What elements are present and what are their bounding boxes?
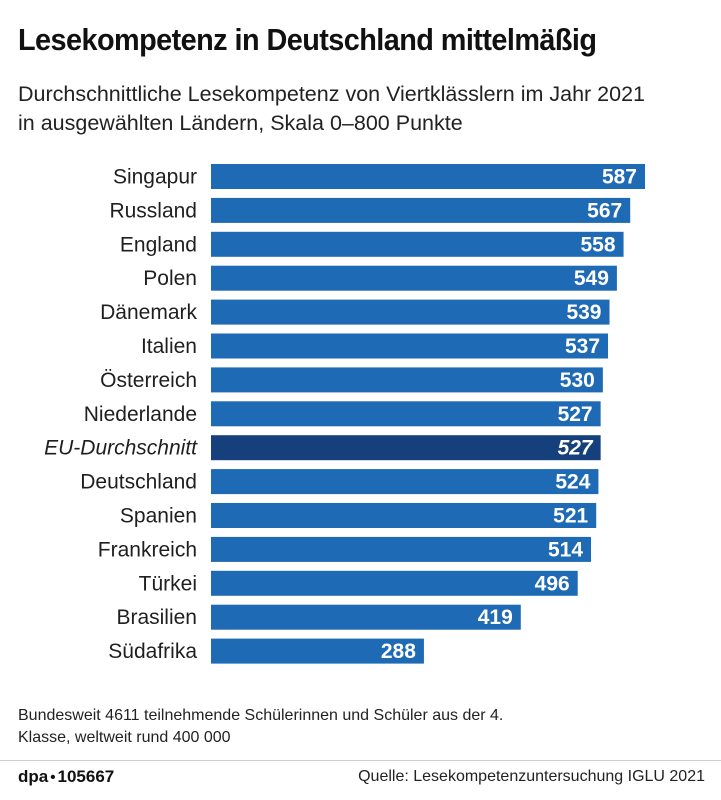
chart-title: Lesekompetenz in Deutschland mittelmäßig [18,22,597,57]
category-label-sudafrika: Südafrika [108,640,197,663]
bar-frankreich [211,536,592,562]
category-label-frankreich: Frankreich [98,538,197,561]
category-label-spanien: Spanien [120,505,197,528]
category-label-polen: Polen [143,267,197,290]
category-label-russland: Russland [109,199,197,222]
bar-brasilien [211,604,521,630]
chart-subtitle: Durchschnittliche Lesekompetenz von Vier… [18,82,645,135]
category-label-england: England [120,233,197,256]
value-label-frankreich: 514 [548,538,583,561]
value-label-osterreich: 530 [560,369,595,392]
value-label-turkei: 496 [535,572,570,595]
category-label-deutschland: Deutschland [80,471,197,494]
bar-russland [211,197,631,223]
bar-chart: Singapur 587 Russland 567 England 558 Polen 549… [44,164,645,664]
value-label-polen: 549 [574,267,609,290]
value-label-brasilien: 419 [478,606,513,629]
category-label-niederlande: Niederlande [84,403,197,426]
footer-divider [0,760,721,761]
value-label-deutschland: 524 [555,471,590,494]
bar-england [211,231,624,257]
value-label-russland: 567 [587,199,622,222]
source-credit: Quelle: Lesekompetenzuntersuchung IGLU 2… [358,768,705,785]
value-label-england: 558 [581,233,616,256]
brand-separator: • [50,769,56,786]
category-label-italien: Italien [141,335,197,358]
bar-polen [211,265,617,291]
bar-eu-durchschnitt [211,435,601,461]
category-label-brasilien: Brasilien [116,606,197,629]
dpa-logo: dpa • 105667 [18,767,114,787]
bar-singapur [211,164,645,189]
bar-niederlande [211,401,601,427]
category-label-danemark: Dänemark [100,301,197,324]
value-label-niederlande: 527 [558,403,593,426]
value-label-sudafrika: 288 [381,640,416,663]
bar-deutschland [211,469,599,495]
category-label-osterreich: Österreich [100,369,197,392]
category-label-eu-durchschnitt: EU-Durchschnitt [44,437,198,460]
bar-osterreich [211,367,603,393]
brand-name: dpa [18,767,49,786]
bar-sudafrika [211,638,424,664]
value-label-danemark: 539 [566,301,601,324]
graphic-id: 105667 [57,767,115,786]
bar-turkei [211,570,578,596]
bar-italien [211,333,609,359]
bar-spanien [211,503,597,528]
value-label-singapur: 587 [602,166,637,189]
bar-danemark [211,299,610,325]
category-label-turkei: Türkei [139,572,197,595]
category-label-singapur: Singapur [113,166,197,189]
value-label-eu-durchschnitt: 527 [558,437,594,460]
value-label-spanien: 521 [553,505,588,528]
footnote: Bundesweit 4611 teilnehmende Schülerinne… [18,707,504,746]
value-label-italien: 537 [565,335,600,358]
